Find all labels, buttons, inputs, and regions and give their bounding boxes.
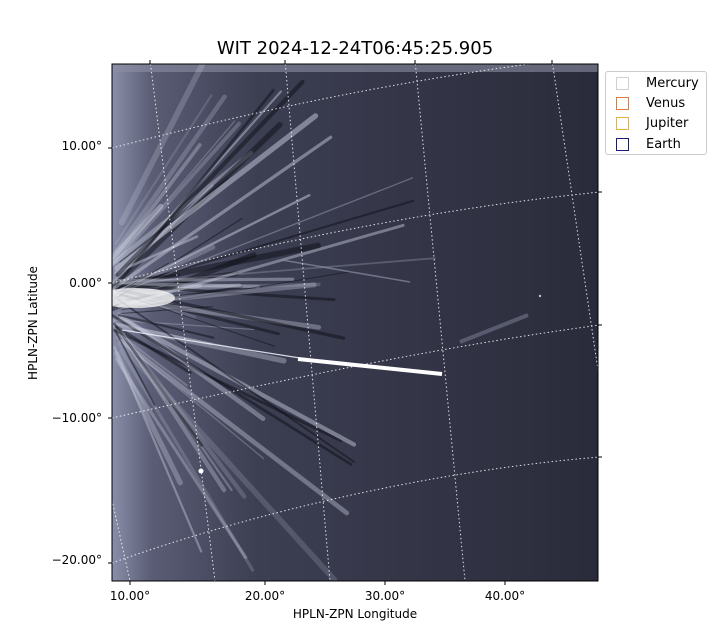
streamer-ray <box>113 94 227 254</box>
legend-label: Earth <box>646 136 681 152</box>
x-tick-label: 20.00° <box>244 589 286 603</box>
y-tick-label: 10.00° <box>61 139 102 153</box>
streamer-ray <box>113 121 241 264</box>
legend-item-earth: Earth <box>616 135 681 153</box>
y-tick-label: −10.00° <box>51 411 102 425</box>
plot-title: WIT 2024-12-24T06:45:25.905 <box>216 38 494 59</box>
streamer-ray <box>115 357 248 559</box>
streamer-ray <box>115 336 265 460</box>
comet-tail <box>297 357 443 376</box>
streamer-ray <box>119 348 255 572</box>
legend-swatch <box>616 76 629 90</box>
legend-label: Venus <box>646 95 686 111</box>
streamer-ray <box>112 143 202 263</box>
y-tick-label: −20.00° <box>51 553 102 567</box>
x-axis-label: HPLN-ZPN Longitude <box>292 607 418 621</box>
point-source <box>198 468 204 474</box>
x-tick-label: 10.00° <box>109 589 151 603</box>
legend-swatch <box>616 137 629 151</box>
streamer-ray <box>113 350 183 486</box>
streamer-ray <box>117 340 338 581</box>
legend-swatch <box>616 116 629 130</box>
legend-item-jupiter: Jupiter <box>616 114 688 132</box>
x-tick-label: 30.00° <box>364 589 406 603</box>
legend-item-venus: Venus <box>616 94 685 112</box>
streamer-ray <box>112 120 236 266</box>
legend-swatch <box>616 96 629 110</box>
streamer-ray <box>114 94 213 245</box>
legend-item-mercury: Mercury <box>616 74 699 92</box>
y-tick-label: 0.00° <box>69 276 102 290</box>
faint-track <box>281 259 411 283</box>
coordinate-grid <box>112 64 598 581</box>
axes-frame <box>111 63 599 582</box>
bright-streamer-core <box>112 245 282 355</box>
comet-tail-faint <box>121 329 301 359</box>
streamer-ray <box>113 346 203 553</box>
y-axis-label: HPLN-ZPN Latitude <box>26 266 40 380</box>
axis-ticks <box>108 60 602 585</box>
streamer-ray <box>119 338 350 516</box>
x-tick-label: 40.00° <box>484 589 526 603</box>
streamer-ray <box>118 64 206 226</box>
legend-label: Mercury <box>646 75 699 91</box>
legend-label: Jupiter <box>646 115 689 131</box>
dark-lane <box>115 79 305 277</box>
legend: Mercury Venus Jupiter Earth <box>605 71 707 155</box>
